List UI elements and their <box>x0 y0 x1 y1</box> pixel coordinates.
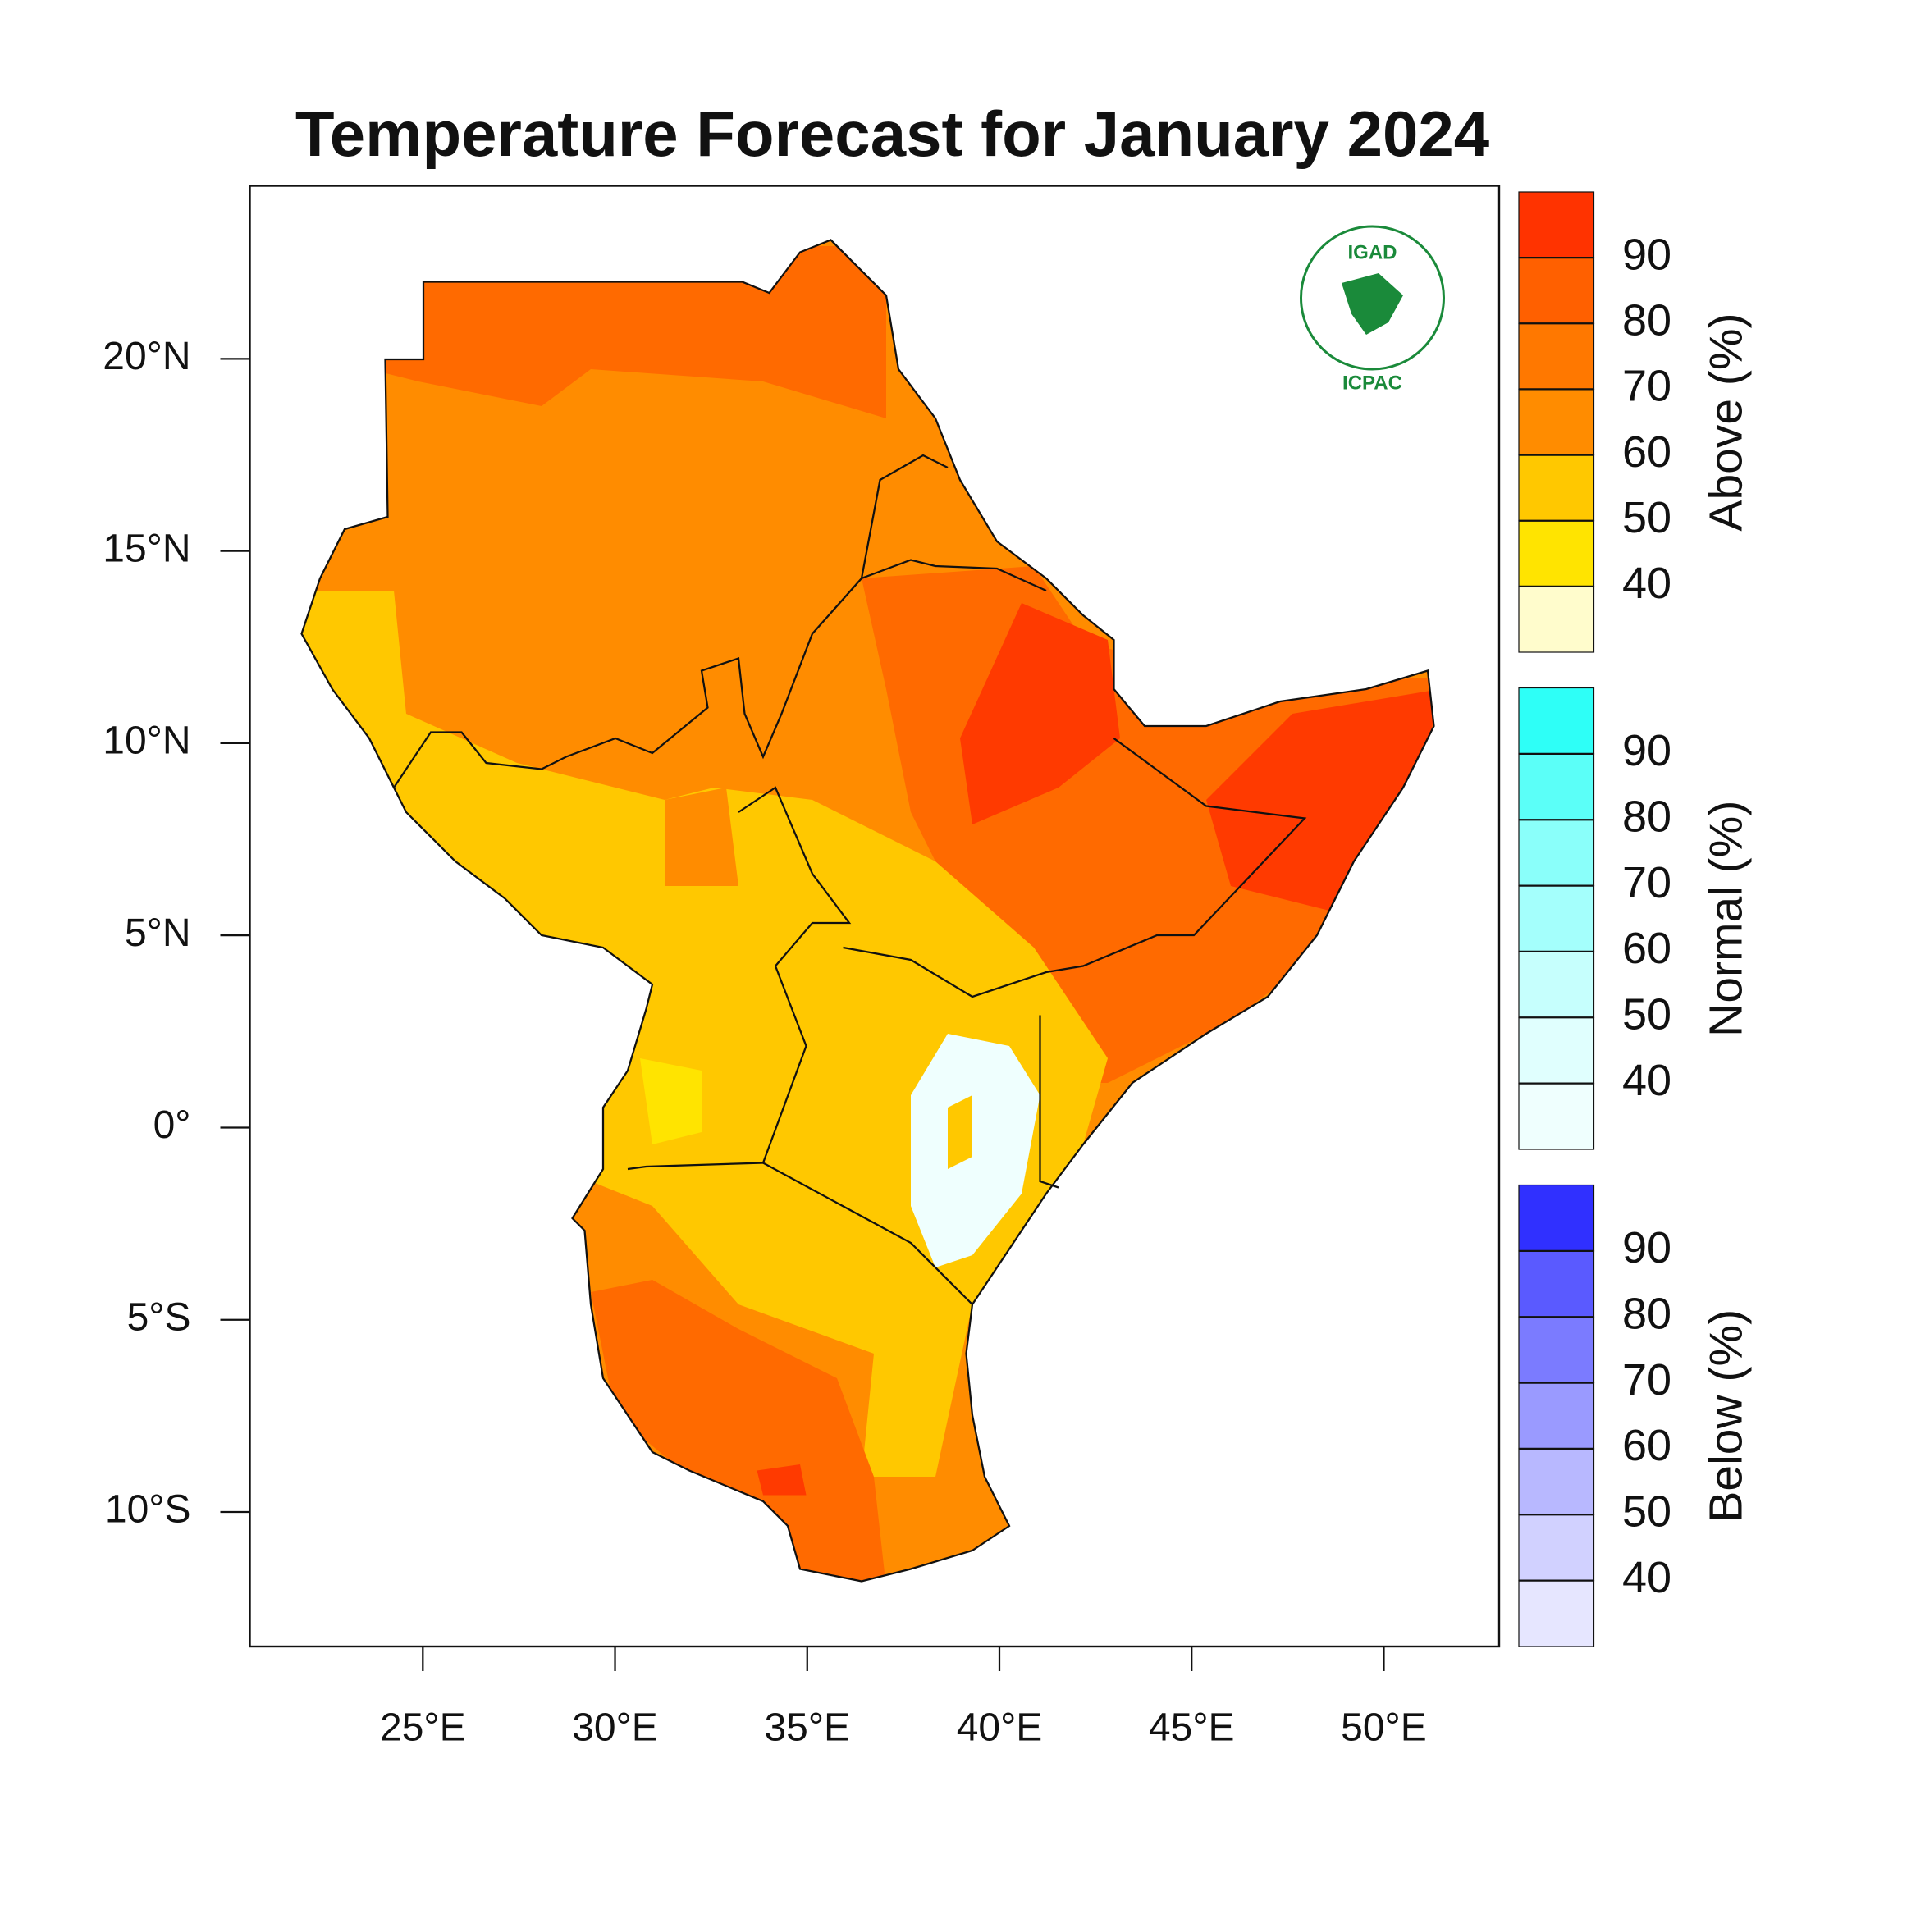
field-dark <box>369 246 886 418</box>
legend-swatch <box>1518 1514 1595 1582</box>
x-tick-label: 45°E <box>1149 1706 1235 1750</box>
logo: IGAD ICPAC <box>1300 225 1445 394</box>
legend-tick-label: 60 <box>1622 427 1671 477</box>
y-tick-label: 5°N <box>125 911 191 955</box>
border <box>843 738 1307 998</box>
logo-text: ICPAC <box>1342 372 1402 394</box>
map-title: Temperature Forecast for January 2024 <box>295 98 1489 170</box>
legend-tick-label: 50 <box>1622 1487 1671 1537</box>
y-tick-label: 20°N <box>103 335 190 378</box>
legend-tick-label: 70 <box>1622 362 1671 411</box>
legend-tick-label: 40 <box>1622 1553 1671 1602</box>
legend-title: Above (%) <box>1700 313 1753 531</box>
legend-swatch <box>1518 586 1595 653</box>
legend-tick-label: 40 <box>1622 559 1671 608</box>
legend-swatch <box>1518 687 1595 755</box>
field-normal <box>911 1034 1040 1267</box>
legend-swatch <box>1518 257 1595 324</box>
x-tick-label: 25°E <box>380 1706 466 1750</box>
field-yellow <box>948 1095 972 1169</box>
border <box>393 559 1047 788</box>
field-yellow <box>301 591 1108 1477</box>
border <box>627 786 852 1171</box>
legend-swatch <box>1518 1250 1595 1318</box>
borders <box>393 454 1307 1305</box>
x-tick-label: 50°E <box>1341 1706 1427 1750</box>
legend-tick-label: 80 <box>1622 1289 1671 1338</box>
field-dark <box>591 1280 886 1582</box>
legend-swatch <box>1518 1184 1595 1252</box>
legend-swatch <box>1518 191 1595 258</box>
legend-tick-label: 60 <box>1622 924 1671 973</box>
legend-tick-label: 70 <box>1622 858 1671 907</box>
y-tick-label: 10°N <box>103 719 190 763</box>
legend-tick-label: 80 <box>1622 296 1671 345</box>
legend-tick-label: 80 <box>1622 792 1671 841</box>
legend-swatch <box>1518 520 1595 587</box>
field-bright-yellow <box>640 1058 702 1144</box>
legend-swatch <box>1518 322 1595 391</box>
legend-swatch <box>1518 388 1595 456</box>
legend-swatch <box>1518 1382 1595 1450</box>
x-tick-label: 30°E <box>572 1706 658 1750</box>
legend-tick-label: 40 <box>1622 1056 1671 1105</box>
legend-swatch <box>1518 1316 1595 1384</box>
border <box>860 454 949 579</box>
legend-swatch <box>1518 454 1595 522</box>
legend-swatch <box>1518 884 1595 952</box>
legend-tick-label: 90 <box>1622 1223 1671 1272</box>
y-tick-label: 0° <box>153 1103 191 1147</box>
legend-swatch <box>1518 1580 1595 1647</box>
base-patch <box>665 788 738 886</box>
field-red <box>757 1464 807 1496</box>
field-red <box>960 603 1120 824</box>
x-tick-label: 40°E <box>957 1706 1043 1750</box>
legend-tick-label: 50 <box>1622 990 1671 1039</box>
legend-title: Normal (%) <box>1700 801 1753 1037</box>
legend-swatch <box>1518 1448 1595 1515</box>
legend-swatch <box>1518 753 1595 820</box>
logo-text: IGAD <box>1348 241 1397 263</box>
legend-swatch <box>1518 819 1595 887</box>
x-tick-label: 35°E <box>764 1706 850 1750</box>
legend-tick-label: 70 <box>1622 1355 1671 1404</box>
legend-tick-label: 90 <box>1622 726 1671 775</box>
legend-swatch <box>1518 951 1595 1018</box>
y-tick-label: 10°S <box>105 1488 191 1532</box>
legend-swatch <box>1518 1083 1595 1150</box>
legend-tick-label: 60 <box>1622 1421 1671 1470</box>
legend-swatch <box>1518 1016 1595 1085</box>
logo-map <box>1342 273 1403 335</box>
y-tick-label: 15°N <box>103 527 190 570</box>
border <box>762 1162 973 1305</box>
legend-tick-label: 90 <box>1622 230 1671 279</box>
y-tick-label: 5°S <box>127 1295 191 1339</box>
border <box>1039 1015 1059 1189</box>
legend-tick-label: 50 <box>1622 493 1671 542</box>
legend-title: Below (%) <box>1700 1309 1753 1523</box>
